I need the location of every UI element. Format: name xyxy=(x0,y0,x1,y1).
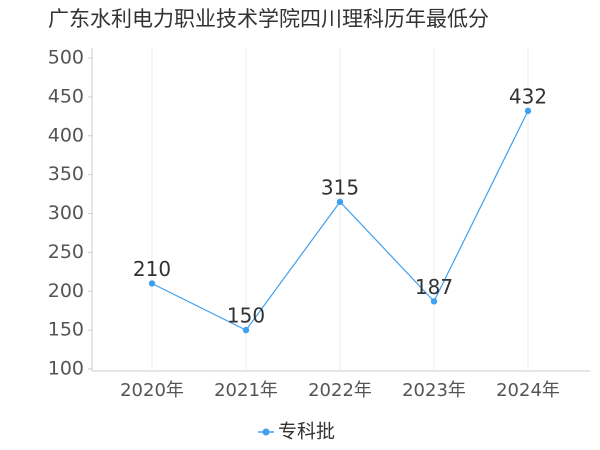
x-tick-label: 2022年 xyxy=(308,380,372,401)
point xyxy=(148,280,156,287)
data-label: 150 xyxy=(227,304,265,328)
data-label: 187 xyxy=(415,275,453,299)
point xyxy=(336,198,344,206)
data-label: 432 xyxy=(509,84,547,108)
y-tick-label: 100 xyxy=(48,358,84,380)
data-label: 315 xyxy=(321,175,359,199)
y-tick-label: 500 xyxy=(48,47,84,69)
point xyxy=(242,326,250,334)
point xyxy=(524,107,532,115)
x-tick-label: 2024年 xyxy=(496,380,560,401)
data-label: 210 xyxy=(133,257,171,281)
y-tick-label: 400 xyxy=(48,124,84,146)
x-tick-label: 2020年 xyxy=(120,380,184,401)
x-tick-label: 2023年 xyxy=(402,380,466,401)
y-tick-label: 250 xyxy=(48,241,84,263)
y-tick-label: 200 xyxy=(48,280,84,302)
y-tick-label: 350 xyxy=(48,163,84,185)
chart-title: 广东水利电力职业技术学院四川理科历年最低分 xyxy=(48,7,489,31)
x-tick-label: 2021年 xyxy=(214,380,278,401)
point xyxy=(430,298,438,305)
y-tick-label: 450 xyxy=(48,85,84,107)
legend-label: 专科批 xyxy=(278,421,335,443)
y-tick-label: 300 xyxy=(48,202,84,224)
legend-marker xyxy=(262,428,270,436)
y-tick-label: 150 xyxy=(48,319,84,341)
